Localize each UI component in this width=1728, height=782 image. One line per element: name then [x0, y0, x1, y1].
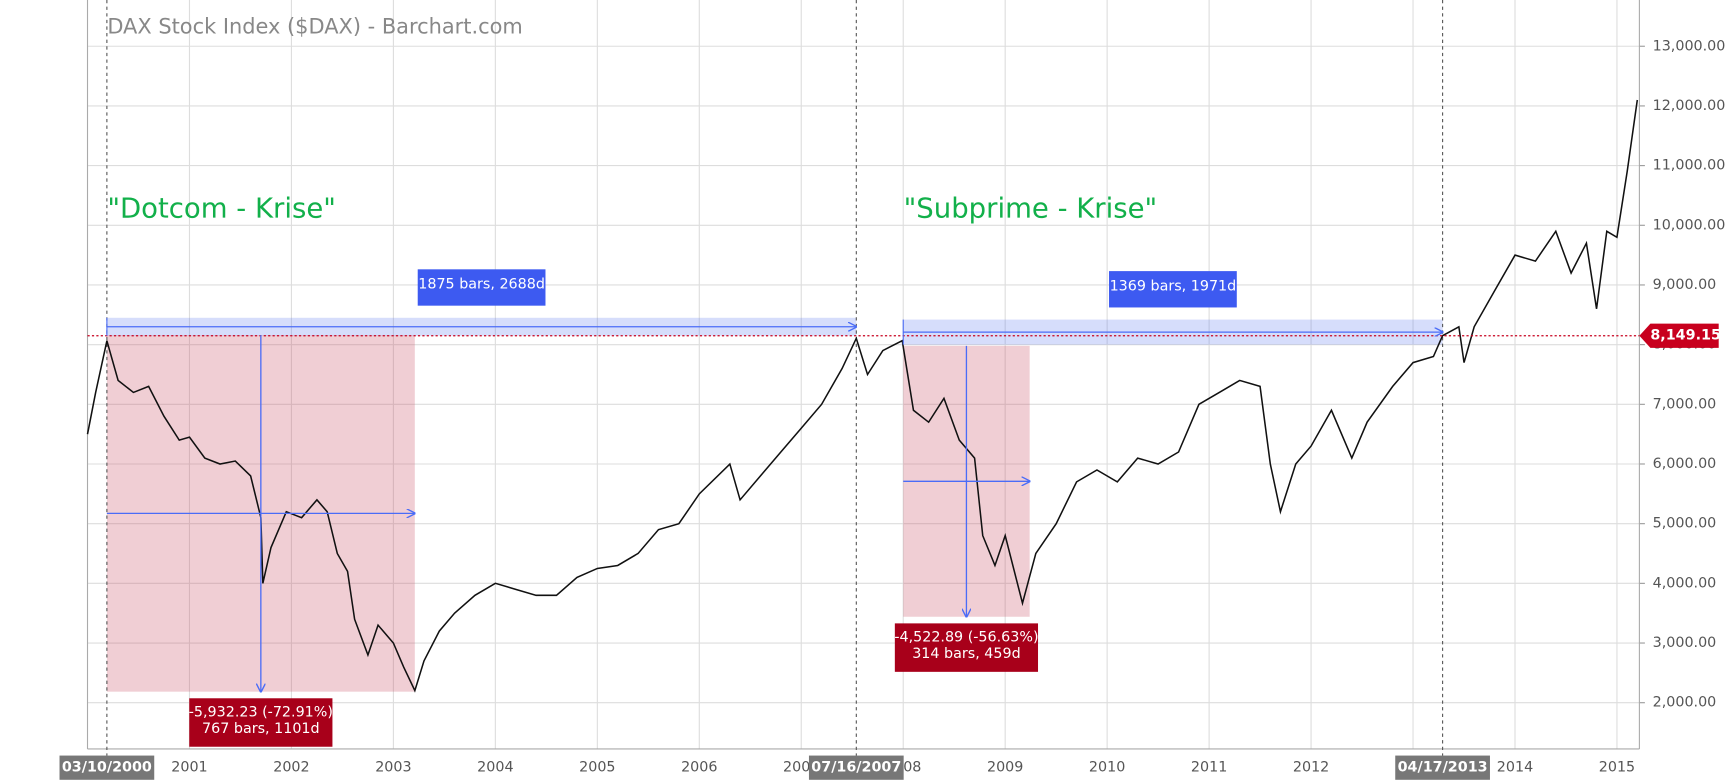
x-tick-label: 2003 — [375, 760, 411, 776]
measure-label: 314 bars, 459d — [912, 646, 1020, 662]
x-tick-label: 2012 — [1293, 760, 1329, 776]
x-tick-label: 2010 — [1089, 760, 1125, 776]
date-flag — [1395, 755, 1490, 780]
x-tick-label: 2006 — [681, 760, 717, 776]
x-tick-label: 2005 — [579, 760, 615, 776]
measure-label-box — [189, 698, 333, 747]
date-flag — [808, 755, 904, 780]
x-tick-label: 2004 — [477, 760, 513, 776]
price-level-tag — [1639, 323, 1719, 348]
span-label-box — [417, 269, 546, 306]
price-level-label: 8,149.15 — [1650, 328, 1721, 344]
annotation: "Dotcom - Krise" — [107, 192, 336, 224]
measure-label-box — [894, 623, 1039, 672]
date-flag-label: 03/10/2000 — [62, 760, 152, 776]
y-tick-label: 7,000.00 — [1653, 396, 1717, 412]
y-tick-label: 3,000.00 — [1653, 635, 1717, 651]
y-tick-label: 13,000.00 — [1653, 38, 1726, 54]
date-flag-label: 07/16/2007 — [811, 760, 901, 776]
price-line — [86, 99, 1639, 693]
y-tick-label: 5,000.00 — [1653, 516, 1717, 532]
y-tick-label: 4,000.00 — [1653, 575, 1717, 591]
measure-label: -4,522.89 (-56.63%) — [894, 630, 1038, 646]
span-label-box — [1109, 271, 1237, 308]
x-tick-label: 2009 — [987, 760, 1023, 776]
x-tick-label: 2011 — [1191, 760, 1227, 776]
measure-label: 767 bars, 1101d — [202, 721, 320, 737]
date-flag — [59, 755, 155, 780]
chart-title: DAX Stock Index ($DAX) - Barchart.com — [107, 15, 522, 39]
x-tick-label: 2014 — [1497, 760, 1533, 776]
y-tick-label: 12,000.00 — [1653, 98, 1726, 114]
y-tick-label: 9,000.00 — [1653, 277, 1717, 293]
y-tick-label: 10,000.00 — [1653, 217, 1726, 233]
measure-label: -5,932.23 (-72.91%) — [189, 705, 333, 721]
x-tick-label: 2002 — [273, 760, 309, 776]
date-flag-label: 04/17/2013 — [1398, 760, 1488, 776]
y-tick-label: 11,000.00 — [1653, 158, 1726, 174]
span-label: 1369 bars, 1971d — [1110, 279, 1237, 295]
y-tick-label: 2,000.00 — [1653, 695, 1717, 711]
annotation: "Subprime - Krise" — [904, 192, 1158, 224]
x-tick-label: 2001 — [171, 760, 207, 776]
x-tick-label: 2015 — [1599, 760, 1635, 776]
y-tick-label: 6,000.00 — [1653, 456, 1717, 472]
span-label: 1875 bars, 2688d — [418, 277, 545, 293]
